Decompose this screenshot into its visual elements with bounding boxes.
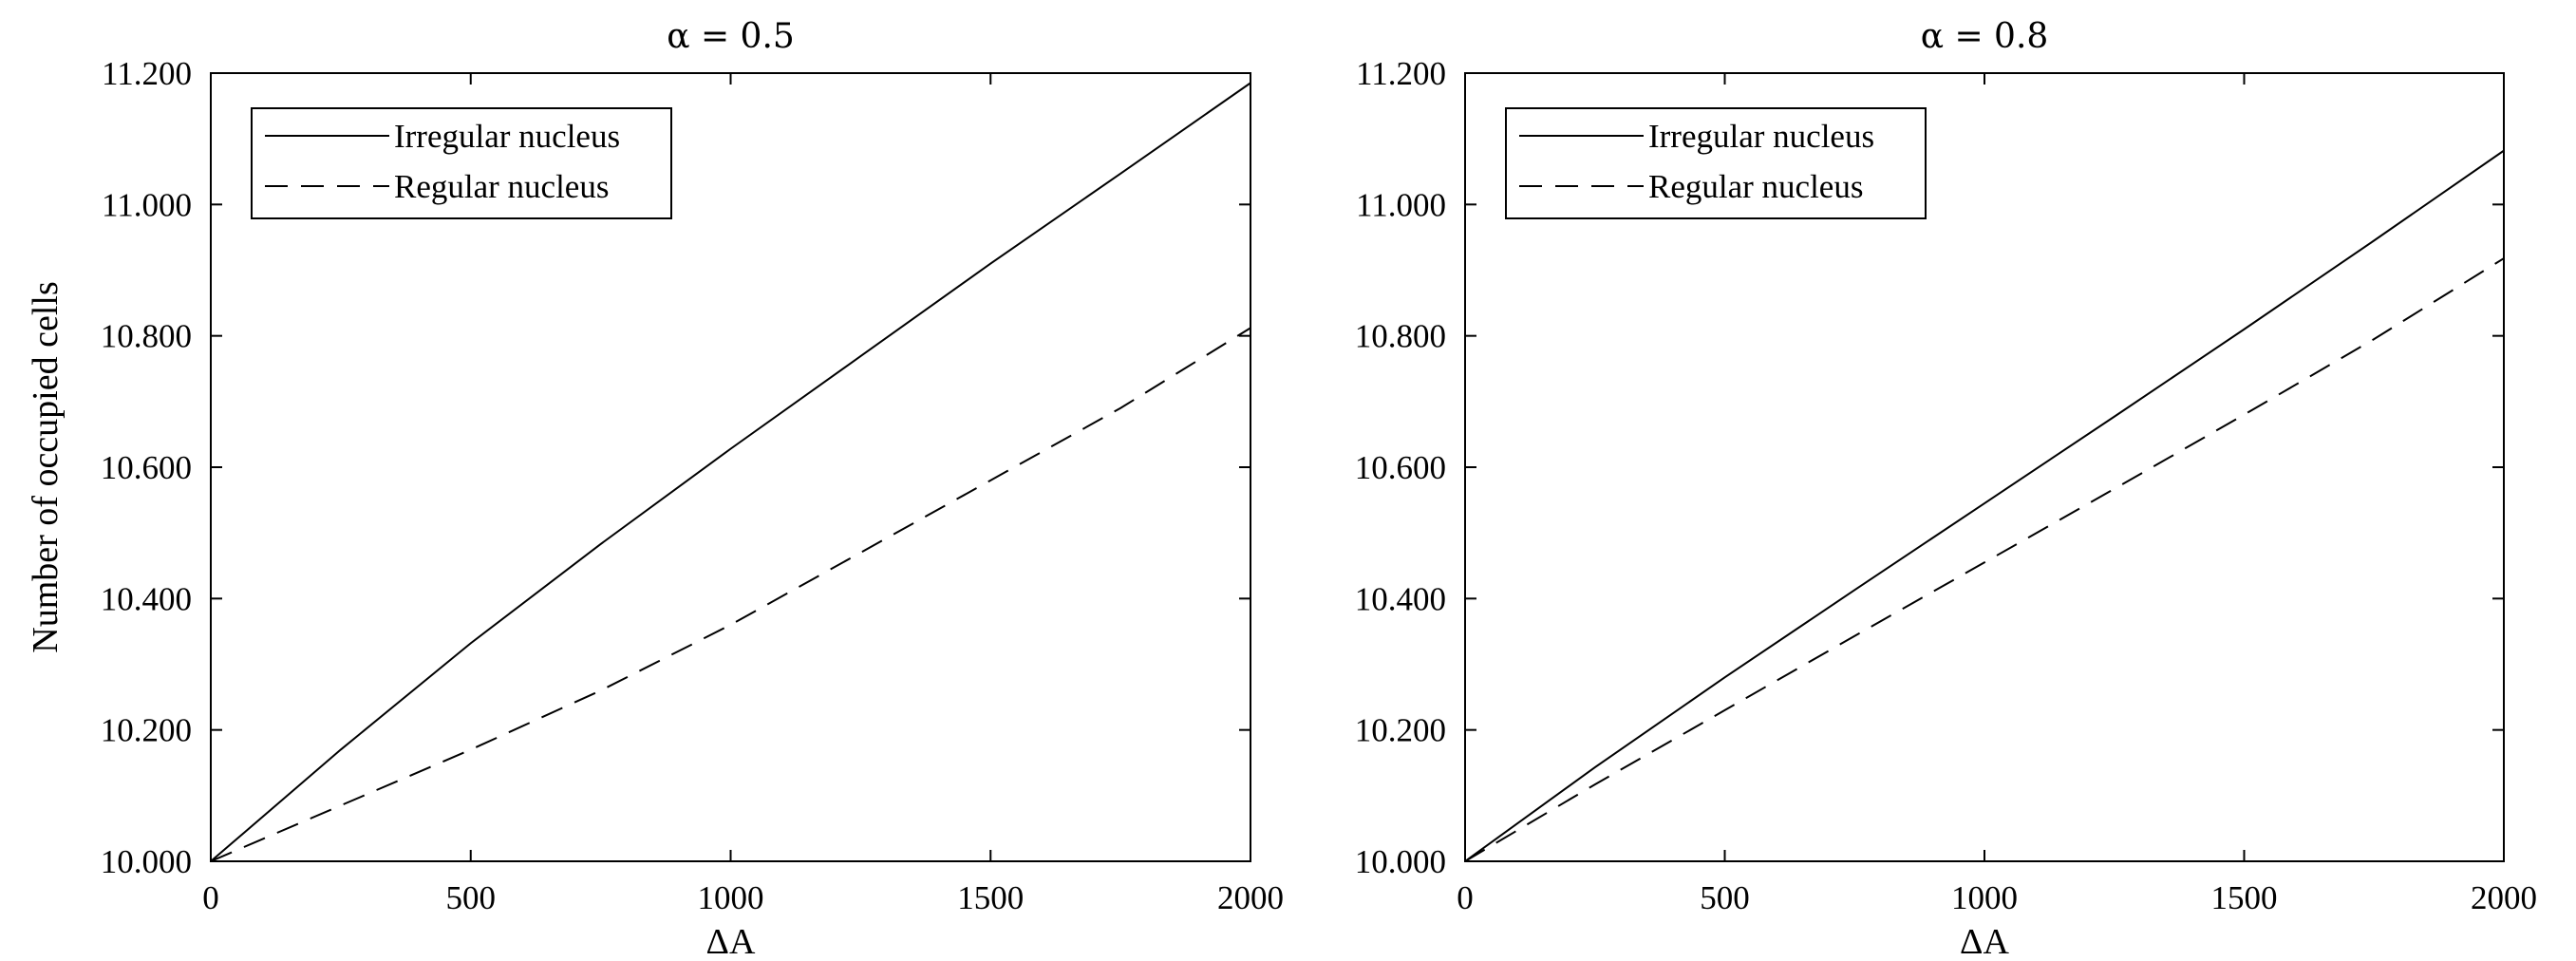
y-tick-label: 10.000: [1355, 843, 1446, 880]
legend-box: [1505, 107, 1927, 219]
x-tick-label: 1000: [698, 879, 764, 916]
y-tick-label: 10.600: [1355, 449, 1446, 486]
x-axis-label: ΔA: [1960, 922, 2009, 961]
series-line-regular-nucleus: [210, 327, 1251, 862]
y-tick-label: 11.200: [1356, 55, 1446, 92]
y-tick-label: 11.000: [102, 186, 192, 223]
y-tick-label: 10.000: [101, 843, 192, 880]
chart-title: α = 0.5: [667, 17, 795, 56]
y-axis-label: Number of occupied cells: [26, 281, 66, 652]
y-tick-label: 10.600: [101, 449, 192, 486]
legend: Irregular nucleus Regular nucleus: [1505, 107, 1927, 219]
legend-label: Regular nucleus: [1648, 168, 1863, 205]
legend: Irregular nucleus Regular nucleus: [251, 107, 672, 219]
y-tick-label: 10.400: [1355, 580, 1446, 617]
y-tick-label: 11.200: [102, 55, 192, 92]
x-tick-label: 0: [1457, 879, 1474, 916]
x-axis-label: ΔA: [706, 922, 756, 961]
chart-title: α = 0.8: [1921, 17, 2049, 56]
legend-label: Irregular nucleus: [1648, 118, 1874, 155]
x-tick-label: 1500: [2211, 879, 2278, 916]
x-tick-label: 1500: [957, 879, 1024, 916]
y-tick-label: 10.200: [101, 712, 192, 749]
series-line-regular-nucleus: [1464, 257, 2505, 862]
x-tick-label: 0: [202, 879, 219, 916]
series-line-irregular-nucleus: [1464, 149, 2505, 862]
y-tick-label: 10.800: [1355, 318, 1446, 355]
y-tick-label: 10.800: [101, 318, 192, 355]
chart-panel-alpha-0-5: 0 500 1000 1500 2000 10.000 10.200 10.400 10.600…: [26, 17, 1284, 961]
y-tick-label: 11.000: [1356, 186, 1446, 223]
x-tick-label: 2000: [2471, 879, 2537, 916]
x-tick-label: 2000: [1217, 879, 1284, 916]
series-line-irregular-nucleus: [210, 82, 1251, 862]
y-tick-label: 10.400: [101, 580, 192, 617]
legend-label: Irregular nucleus: [394, 118, 620, 155]
x-tick-label: 500: [1700, 879, 1750, 916]
legend-box: [251, 107, 672, 219]
x-tick-label: 1000: [1951, 879, 2018, 916]
x-tick-label: 500: [446, 879, 497, 916]
chart-panel-alpha-0-8: 0 500 1000 1500 2000 10.000 10.200 10.400 10.600…: [1355, 17, 2537, 961]
legend-label: Regular nucleus: [394, 168, 609, 205]
y-tick-label: 10.200: [1355, 712, 1446, 749]
